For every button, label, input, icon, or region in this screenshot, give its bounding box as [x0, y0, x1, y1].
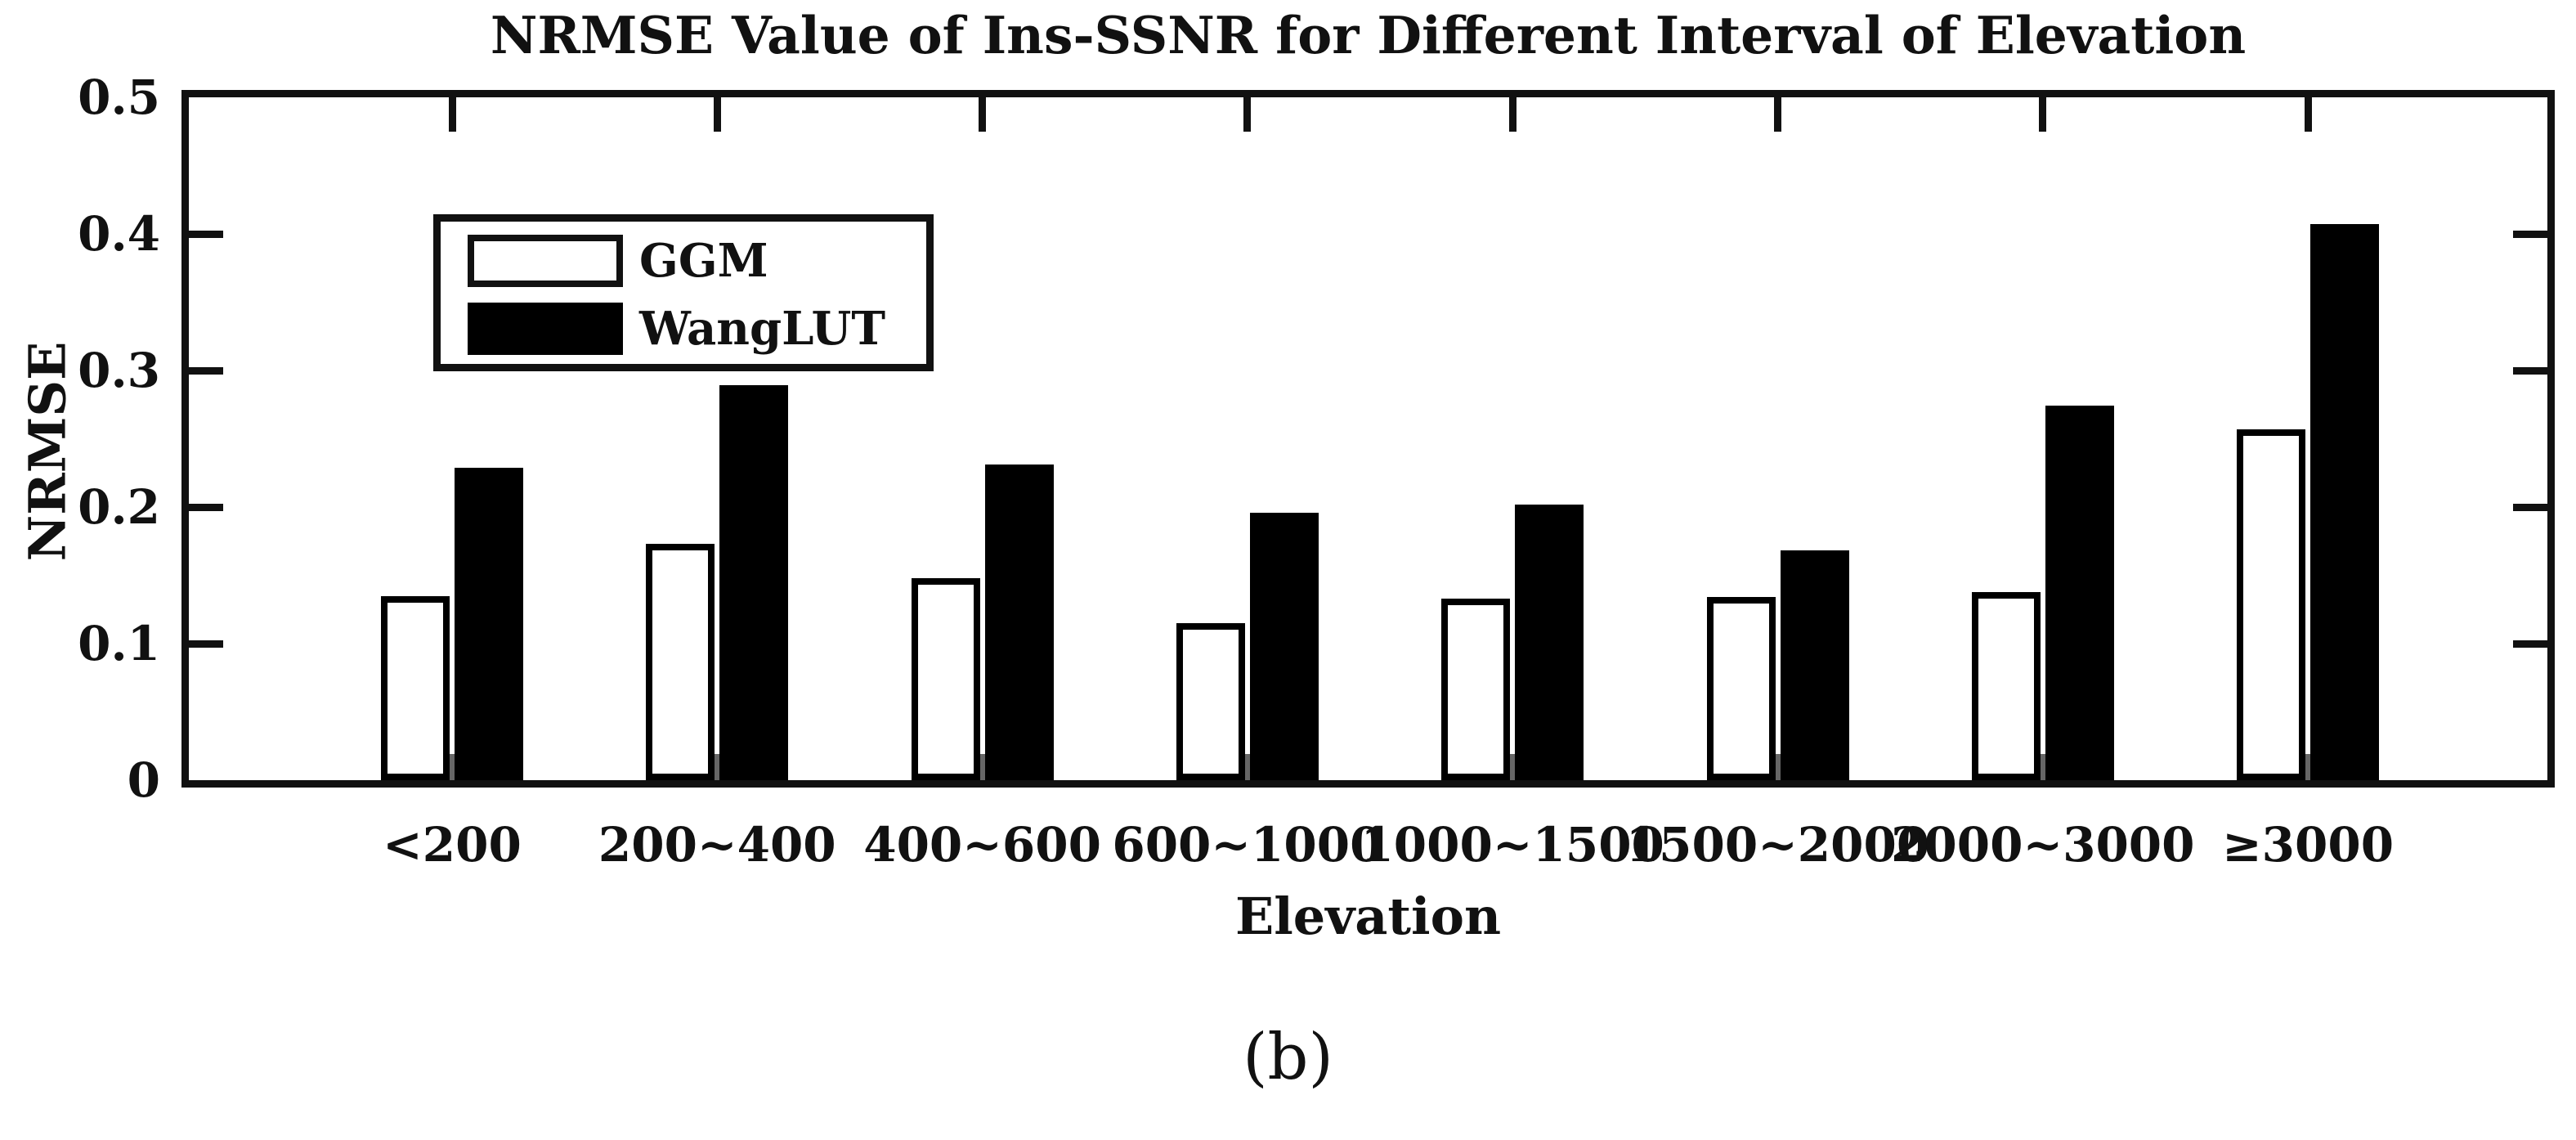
x-tick-label: 1000~1500 — [1360, 817, 1664, 873]
y-tick-left — [189, 640, 223, 648]
x-tick-top — [979, 97, 987, 132]
y-tick-label: 0.4 — [78, 206, 160, 262]
figure-caption: (b) — [1243, 1021, 1333, 1094]
y-tick-label: 0.1 — [78, 616, 160, 671]
legend-label-wanglut: WangLUT — [639, 302, 885, 356]
x-axis-label: Elevation — [1234, 886, 1502, 946]
y-tick-right — [2513, 640, 2547, 648]
x-tick-bottom — [2303, 754, 2313, 780]
chart-title: NRMSE Value of Ins-SSNR for Different In… — [490, 5, 2247, 65]
x-tick-label: <200 — [383, 817, 522, 873]
x-tick-bottom — [1773, 754, 1782, 780]
x-tick-label: 2000~3000 — [1891, 817, 2195, 873]
x-tick-label: ≥3000 — [2222, 817, 2395, 873]
legend-swatch-ggm — [468, 235, 623, 287]
legend-swatch-wanglut — [468, 303, 623, 355]
bar-wanglut — [2310, 224, 2380, 780]
bar-ggm — [1971, 592, 2041, 780]
y-tick-right — [2513, 230, 2547, 238]
y-tick-label: 0.3 — [78, 343, 160, 398]
legend-box: GGM WangLUT — [433, 214, 934, 371]
bar-ggm — [911, 578, 980, 780]
bar-wanglut — [1780, 550, 1849, 780]
y-tick-right — [2513, 366, 2547, 375]
x-tick-label: 600~1000 — [1112, 817, 1383, 873]
bar-wanglut — [984, 465, 1054, 780]
x-tick-top — [713, 97, 721, 132]
x-tick-label: 400~600 — [863, 817, 1101, 873]
bar-wanglut — [2045, 406, 2114, 780]
bar-wanglut — [1515, 505, 1584, 780]
bar-wanglut — [1249, 513, 1319, 780]
y-tick-left — [189, 366, 223, 375]
x-tick-bottom — [978, 754, 988, 780]
legend-label-ggm: GGM — [639, 234, 768, 288]
bar-ggm — [1176, 623, 1245, 780]
x-tick-label: 1500~2000 — [1625, 817, 1930, 873]
x-tick-bottom — [447, 754, 457, 780]
x-tick-top — [2039, 97, 2047, 132]
bar-ggm — [381, 596, 450, 780]
y-tick-label: 0.2 — [78, 479, 160, 535]
bar-ggm — [646, 544, 715, 780]
y-tick-left — [189, 230, 223, 238]
x-tick-bottom — [1508, 754, 1517, 780]
x-tick-bottom — [712, 754, 722, 780]
bar-ggm — [1706, 597, 1776, 780]
y-tick-label: 0.5 — [78, 70, 160, 125]
plot-area: GGM WangLUT — [181, 90, 2555, 788]
x-tick-top — [2304, 97, 2312, 132]
bar-ggm — [2237, 429, 2306, 780]
y-tick-right — [2513, 503, 2547, 511]
bar-ggm — [1441, 599, 1511, 780]
y-tick-label: 0 — [127, 752, 160, 808]
x-tick-label: 200~400 — [598, 817, 836, 873]
x-tick-bottom — [2038, 754, 2048, 780]
x-tick-top — [448, 97, 456, 132]
x-tick-bottom — [1243, 754, 1252, 780]
bar-wanglut — [719, 385, 789, 780]
x-tick-top — [1774, 97, 1781, 132]
y-tick-left — [189, 503, 223, 511]
bar-wanglut — [455, 468, 523, 780]
x-tick-top — [1243, 97, 1252, 132]
x-tick-top — [1508, 97, 1516, 132]
